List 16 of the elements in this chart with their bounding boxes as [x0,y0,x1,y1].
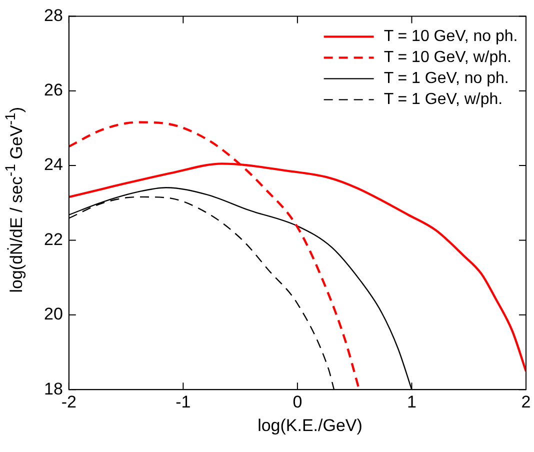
x-axis-title: log(K.E./GeV) [256,416,364,436]
y-tick-label: 18 [44,379,63,398]
y-tick-label: 22 [44,230,63,249]
legend-label: T = 10 GeV, no ph. [384,28,518,46]
y-tick-label: 20 [44,304,63,324]
legend-label: T = 10 GeV, w/ph. [384,49,512,66]
x-tick-label: 1 [406,392,416,412]
x-tick-label: 0 [292,392,302,412]
legend-label: T = 1 GeV, w/ph. [384,91,503,108]
y-tick-label: 28 [44,6,63,25]
x-tick-label: -2 [61,392,76,412]
x-tick-label: -1 [176,392,191,412]
y-tick-label: 26 [44,80,63,100]
y-tick-label: 24 [44,155,63,174]
x-tick-label: 2 [521,392,531,412]
legend-label: T = 1 GeV, no ph. [384,70,509,88]
